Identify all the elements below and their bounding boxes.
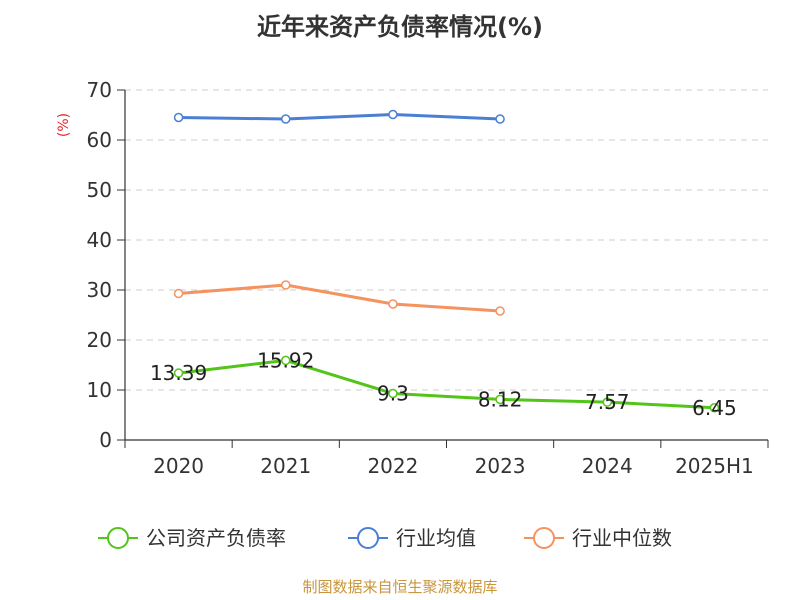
gridlines	[125, 89, 768, 391]
series-1-point-1	[281, 114, 291, 124]
data-label-3: 8.12	[478, 387, 523, 411]
chart-title: 近年来资产负债率情况(%)	[257, 13, 543, 41]
legend-label-1: 行业均值	[396, 526, 476, 550]
series-2-point-1	[281, 280, 291, 290]
series-1-point-0	[173, 112, 184, 123]
series-0-point-0	[173, 368, 184, 378]
x-tick-label-2025H1: 2025H1	[675, 454, 754, 478]
data-labels: 13.39 15.92 9.3 8.12 7.57 6.45	[150, 348, 737, 419]
legend-label-2: 行业中位数	[572, 526, 672, 550]
legend-marker-2	[533, 527, 555, 549]
y-tick-label-20: 20	[87, 328, 112, 352]
x-tick-label-2024: 2024	[582, 454, 633, 478]
y-tick-label-50: 50	[87, 178, 112, 202]
y-tick-label-40: 40	[87, 228, 112, 252]
data-label-2: 9.3	[377, 382, 409, 406]
x-tick-label-2021: 2021	[260, 454, 311, 478]
data-label-0: 13.39	[150, 361, 207, 385]
series-0-point-1	[281, 355, 291, 366]
y-tick-label-30: 30	[87, 278, 112, 302]
series-0-point-4	[602, 397, 612, 407]
legend-marker-1	[357, 527, 379, 549]
y-tick-label-0: 0	[99, 428, 112, 452]
series-2-point-2	[388, 299, 398, 309]
source-note: 制图数据来自恒生聚源数据库	[302, 578, 497, 596]
y-tick-label-10: 10	[87, 378, 112, 402]
series-1-point-3	[495, 114, 505, 124]
series-line-2	[178, 283, 501, 313]
legend-label-0: 公司资产负债率	[146, 526, 286, 550]
series-line-1	[178, 113, 501, 121]
series-0-point-3	[495, 394, 505, 405]
data-label-4: 7.57	[585, 390, 630, 414]
axes: 0 10 20 30 40 50 60 70 2020 2021 2022 2023 2024 2025H…	[87, 78, 769, 478]
series-1-point-2	[388, 109, 398, 120]
series-0-point-5	[709, 403, 720, 413]
legend-marker-0	[107, 527, 129, 549]
y-tick-label-70: 70	[87, 78, 112, 102]
x-tick-label-2020: 2020	[153, 454, 204, 478]
series-0-point-2	[388, 388, 398, 399]
x-tick-label-2022: 2022	[367, 454, 418, 478]
series-lines	[173, 109, 720, 413]
series-2-point-0	[173, 288, 184, 299]
x-tick-label-2023: 2023	[475, 454, 526, 478]
data-label-5: 6.45	[692, 396, 737, 420]
y-tick-label-60: 60	[87, 128, 112, 152]
series-2-point-3	[495, 306, 505, 316]
data-label-1: 15.92	[257, 348, 314, 372]
series-line-0	[178, 358, 715, 410]
legend: 公司资产负债率 行业均值 行业中位数	[98, 526, 672, 550]
y-axis-label: (%)	[56, 113, 72, 137]
